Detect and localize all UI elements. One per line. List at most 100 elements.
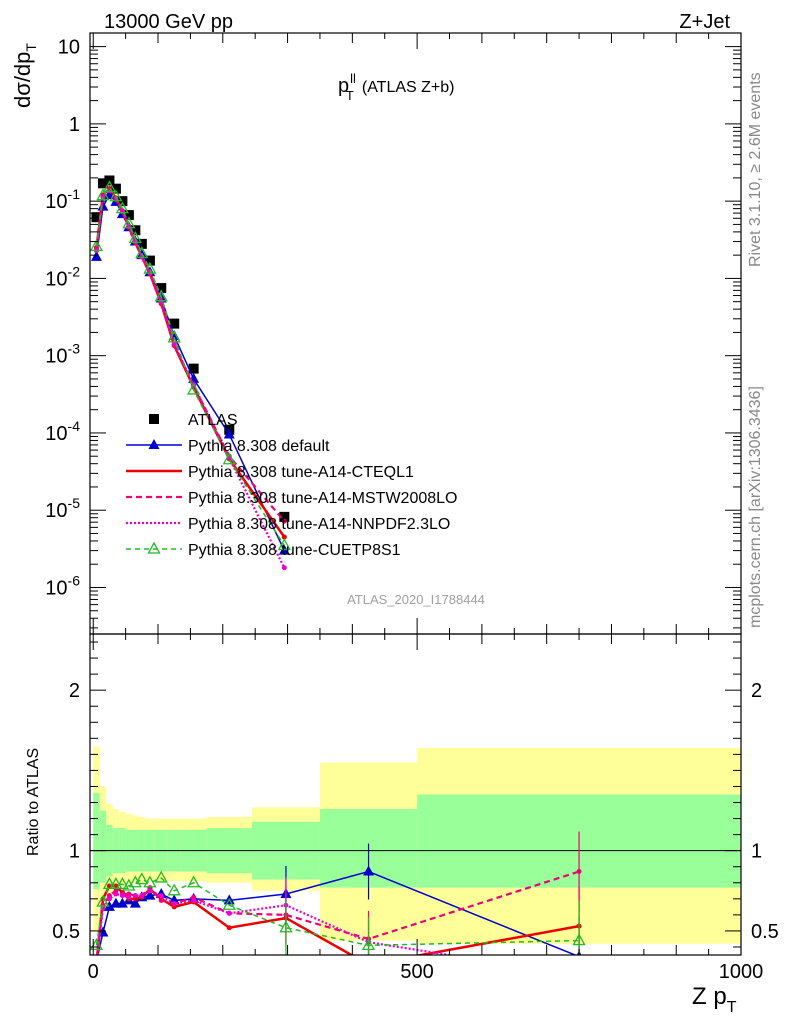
- legend: ATLAS Pythia 8.308 default Pythia 8.308 tu…: [126, 412, 457, 559]
- data-point: [156, 283, 167, 294]
- ratio-y-tick-label-right: 2: [751, 680, 762, 702]
- data-point: [128, 875, 142, 888]
- band-inner-bin: [93, 792, 100, 890]
- ratio-y-tick-label-right: 0.5: [751, 921, 779, 943]
- data-point: [136, 238, 147, 249]
- data-point: [143, 875, 157, 888]
- data-point: [572, 933, 586, 946]
- legend-label: Pythia 8.308 tune-A14-NNPDF2.3LO: [188, 516, 450, 533]
- data-point: [158, 893, 164, 899]
- data-point: [577, 973, 582, 978]
- data-point: [109, 189, 123, 202]
- ratio-y-tick-label-right: 1: [751, 841, 762, 863]
- data-point: [576, 869, 582, 875]
- data-point: [223, 428, 235, 439]
- data-point: [363, 865, 375, 876]
- y-tick-label: 10-3: [45, 341, 80, 368]
- data-point: [149, 414, 159, 424]
- uncertainty-bands: [93, 746, 741, 944]
- data-point: [135, 872, 149, 885]
- legend-label: Pythia 8.308 tune-A14-CTEQL1: [188, 464, 414, 481]
- data-point: [191, 897, 197, 903]
- data-point: [115, 877, 129, 890]
- data-point: [279, 920, 293, 933]
- data-point: [171, 341, 177, 347]
- y-tick-label: 10: [58, 37, 80, 59]
- plot-title: pll T (ATLAS Z+b): [338, 71, 454, 103]
- legend-label: Pythia 8.308 default: [188, 438, 330, 455]
- data-point: [102, 877, 117, 890]
- plot-frames: [89, 32, 742, 956]
- data-point: [109, 877, 123, 890]
- data-point: [110, 183, 121, 194]
- series-atlas: [91, 175, 290, 522]
- data-point: [129, 897, 141, 908]
- x-tick-label: 500: [400, 961, 433, 983]
- ratio-frame: [89, 633, 742, 956]
- data-point: [102, 180, 117, 193]
- data-point: [169, 318, 180, 329]
- data-point: [117, 196, 128, 207]
- ratio-series-cuetp8s1: [90, 870, 586, 955]
- legend-label: Pythia 8.308 tune-CUETP8S1: [188, 542, 401, 559]
- data-point: [147, 888, 153, 894]
- data-point: [96, 894, 110, 907]
- data-point: [96, 188, 110, 201]
- data-point: [222, 897, 236, 910]
- data-point: [128, 230, 142, 243]
- legend-item-default: Pythia 8.308 default: [126, 438, 330, 455]
- data-point: [144, 255, 155, 266]
- data-point: [167, 883, 181, 896]
- x-tick-label: 0: [88, 961, 99, 983]
- header-left: 13000 GeV pp: [104, 11, 233, 33]
- y-tick-label: 10-4: [45, 418, 80, 445]
- legend-item-atlas: ATLAS: [149, 412, 238, 429]
- data-point: [277, 538, 291, 551]
- x-tick-label: 1000: [719, 961, 764, 983]
- data-point: [188, 363, 199, 374]
- data-point: [143, 261, 157, 274]
- ratio-y-axis-label: Ratio to ATLAS: [25, 748, 42, 856]
- y-axis-label: dσ/dpT: [10, 43, 39, 108]
- ratio-series-line: [95, 870, 580, 955]
- data-point: [135, 246, 149, 259]
- axis-tick-labels: 0 500 1000 10 1 10-1 10-2 10-3 10-4 10-5 10-6 0.5 0.…: [45, 37, 779, 983]
- x-axis-label: Z pT: [692, 983, 737, 1016]
- data-point: [119, 893, 125, 899]
- data-point: [106, 896, 112, 902]
- data-point: [281, 518, 287, 524]
- data-point: [366, 962, 371, 967]
- data-point: [167, 330, 181, 343]
- ratio-y-tick-label: 2: [69, 680, 80, 702]
- y-tick-label: 1: [69, 114, 80, 136]
- data-point: [91, 212, 102, 223]
- y-tick-label: 10-2: [45, 263, 80, 290]
- data-point: [226, 910, 232, 916]
- ratio-series-line: [96, 889, 456, 955]
- analysis-watermark: ATLAS_2020_I1788444: [347, 592, 485, 607]
- rivet-version-label: Rivet 3.1.10, ≥ 2.6M events: [747, 72, 764, 267]
- legend-item-a14_mstw: Pythia 8.308 tune-A14-MSTW2008LO: [126, 490, 457, 507]
- ratio-y-tick-label: 0.5: [52, 921, 80, 943]
- legend-label: ATLAS: [188, 412, 238, 429]
- data-point: [154, 289, 168, 302]
- data-point: [90, 250, 102, 261]
- data-point: [187, 875, 201, 888]
- data-point: [116, 897, 128, 908]
- data-point: [279, 511, 290, 522]
- data-point: [139, 893, 145, 899]
- data-point: [187, 382, 201, 395]
- header-right: Z+Jet: [679, 11, 730, 33]
- series-line: [95, 186, 285, 546]
- y-tick-label: 10-6: [45, 572, 80, 599]
- legend-item-cuetp8s1: Pythia 8.308 tune-CUETP8S1: [126, 541, 401, 559]
- data-point: [158, 897, 164, 903]
- data-point: [222, 452, 236, 465]
- ratio-y-tick-label: 1: [69, 841, 80, 863]
- data-point: [144, 889, 156, 900]
- mcplots-label: mcplots.cern.ch [arXiv:1306.3436]: [747, 386, 764, 628]
- series-cuetp8s1: [90, 180, 291, 551]
- data-point: [132, 893, 138, 899]
- data-point: [123, 210, 134, 221]
